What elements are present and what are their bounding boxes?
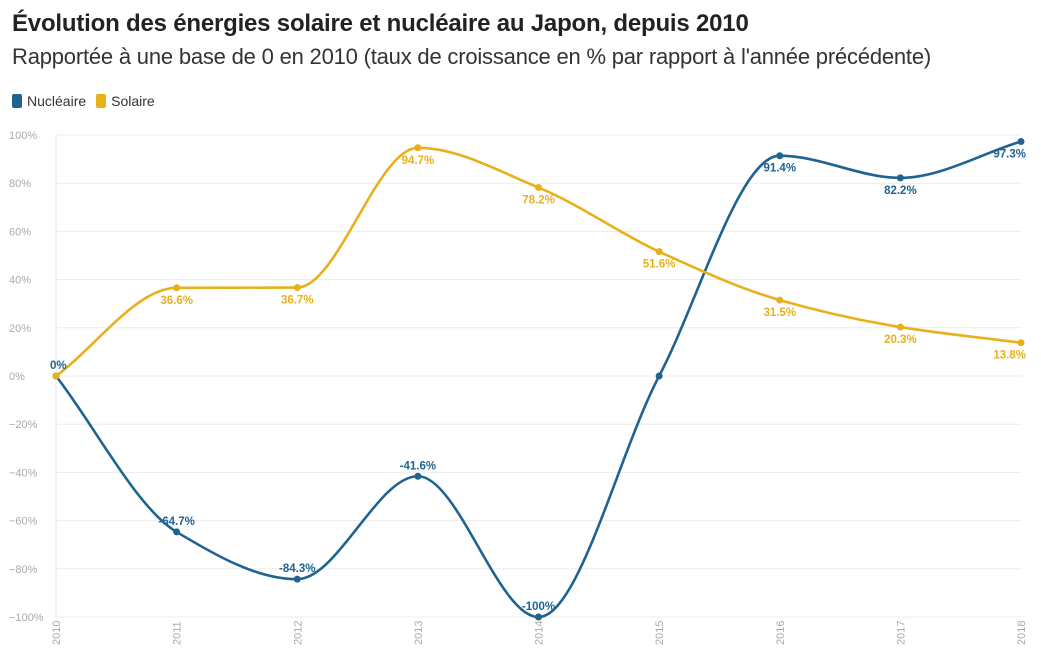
data-label-nucleaire: -41.6% xyxy=(400,460,436,472)
chart-subtitle: Rapportée à une base de 0 en 2010 (taux … xyxy=(12,44,931,69)
legend-item-nucleaire[interactable]: Nucléaire xyxy=(12,93,86,109)
y-tick-label: 60% xyxy=(9,226,31,238)
data-label-solaire: 13.8% xyxy=(993,350,1026,362)
y-tick-label: −80% xyxy=(9,564,38,576)
data-point-solaire xyxy=(173,284,181,292)
chart-legend: Nucléaire Solaire xyxy=(12,93,155,109)
chart-grid xyxy=(55,134,1021,618)
x-tick-label: 2010 xyxy=(51,621,63,645)
data-label-nucleaire: 82.2% xyxy=(884,185,917,197)
data-point-nucleaire xyxy=(535,613,542,621)
y-tick-label: 20% xyxy=(9,323,31,335)
data-label-solaire: 31.5% xyxy=(763,307,796,319)
x-axis: 2010 2011 2012 2013 2014 2015 2016 2017 2018 xyxy=(51,621,1028,645)
data-point-nucleaire xyxy=(776,152,784,160)
legend-label-nucleaire: Nucléaire xyxy=(27,93,87,109)
y-tick-label: −40% xyxy=(9,467,38,479)
data-point-solaire xyxy=(896,323,904,331)
x-tick-label: 2013 xyxy=(413,621,425,645)
y-tick-label: −60% xyxy=(9,516,38,528)
data-label-solaire: 78.2% xyxy=(522,195,555,207)
y-tick-label: 80% xyxy=(9,178,31,190)
data-label-solaire: 94.7% xyxy=(402,155,435,167)
data-label-nucleaire: 97.3% xyxy=(993,149,1026,161)
data-point-nucleaire xyxy=(1017,138,1025,146)
data-point-nucleaire xyxy=(414,472,422,480)
series-points xyxy=(52,138,1025,621)
legend-item-solaire[interactable]: Solaire xyxy=(96,93,155,109)
x-tick-label: 2014 xyxy=(534,621,546,645)
y-tick-label: −20% xyxy=(9,419,38,431)
data-label-solaire: 20.3% xyxy=(884,334,917,346)
y-tick-label: 0% xyxy=(9,371,25,383)
data-label-solaire: 51.6% xyxy=(643,259,676,271)
data-point-solaire xyxy=(52,372,60,380)
data-label-nucleaire: 91.4% xyxy=(763,163,796,175)
legend-label-solaire: Solaire xyxy=(111,93,155,109)
data-point-nucleaire xyxy=(293,575,301,583)
y-tick-label: 40% xyxy=(9,275,31,287)
data-label-solaire: 36.6% xyxy=(160,295,193,307)
x-tick-label: 2011 xyxy=(172,621,184,645)
chart-title: Évolution des énergies solaire et nucléa… xyxy=(12,10,749,37)
data-point-nucleaire xyxy=(173,528,181,536)
data-point-solaire xyxy=(655,248,663,256)
x-tick-label: 2015 xyxy=(654,621,666,645)
data-point-solaire xyxy=(414,144,422,152)
legend-swatch-solaire xyxy=(96,94,107,108)
data-label-solaire: 36.7% xyxy=(281,295,314,307)
data-point-nucleaire xyxy=(896,174,904,182)
x-tick-label: 2017 xyxy=(895,621,907,645)
series-lines xyxy=(54,140,1023,619)
data-point-solaire xyxy=(535,184,542,192)
data-point-solaire xyxy=(293,284,301,292)
data-point-nucleaire xyxy=(655,372,663,380)
y-tick-label: 100% xyxy=(9,130,37,142)
data-label-nucleaire: -84.3% xyxy=(279,563,315,575)
series-line-nucleaire xyxy=(54,140,1023,619)
series-line-solaire xyxy=(54,146,1023,378)
data-label-nucleaire: 0% xyxy=(50,360,67,372)
data-label-nucleaire: -100% xyxy=(522,601,555,613)
x-tick-label: 2012 xyxy=(292,621,304,645)
data-point-solaire xyxy=(776,296,784,304)
x-tick-label: 2018 xyxy=(1016,621,1028,645)
y-tick-label: −100% xyxy=(9,612,44,624)
legend-swatch-nucleaire xyxy=(12,94,22,108)
data-label-nucleaire: -64.7% xyxy=(158,516,194,528)
x-tick-label: 2016 xyxy=(775,621,787,645)
y-axis: −100% −80% −60% −40% −20% 0% 20% 40% 60% 80% 100% xyxy=(9,130,44,624)
data-labels: 0% -64.7% -84.3% -41.6% -100% 91.4% 82.2% 97.3%… xyxy=(50,149,1026,613)
data-point-solaire xyxy=(1017,339,1025,347)
